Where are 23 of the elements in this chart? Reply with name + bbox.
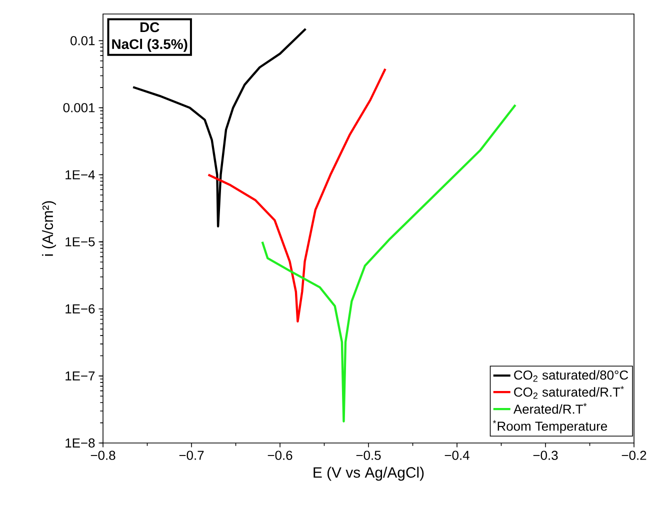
x-tick-label: −0.6 [268,450,292,460]
legend-label: CO$_{2}$ saturated/R.T$^{*}$ [514,386,624,399]
x-tick-label: −0.7 [179,450,204,460]
y-tick-label: 0.001 [63,103,95,112]
y-tick-label: 1E−8 [66,438,95,448]
y-tick-label: 0.01 [70,36,95,46]
x-tick-label: −0.2 [622,450,646,460]
x-tick-label: −0.3 [533,450,558,460]
annotation: DC [140,22,160,32]
x-axis-title: E (V vs Ag/AgCl) [314,466,424,481]
y-tick-label: 1E−7 [66,371,95,380]
x-tick-label: −0.5 [356,450,381,460]
y-tick-label: 1E−6 [66,304,95,314]
y-axis-title: i (A/cm²) [42,201,56,256]
x-tick-label: −0.8 [90,450,116,460]
y-tick-label: 1E−5 [66,237,95,246]
y-tick-label: 1E−4 [66,170,95,180]
annotation: NaCl (3.5%) [112,38,188,52]
annotation: $^{*}$Room Temperature [492,420,608,434]
legend-label: Aerated/R.T$^{*}$ [513,403,587,414]
line-series [207,68,386,323]
legend-label: CO$_{2}$ saturated/80°C [514,370,628,382]
x-tick-label: −0.4 [444,450,470,460]
